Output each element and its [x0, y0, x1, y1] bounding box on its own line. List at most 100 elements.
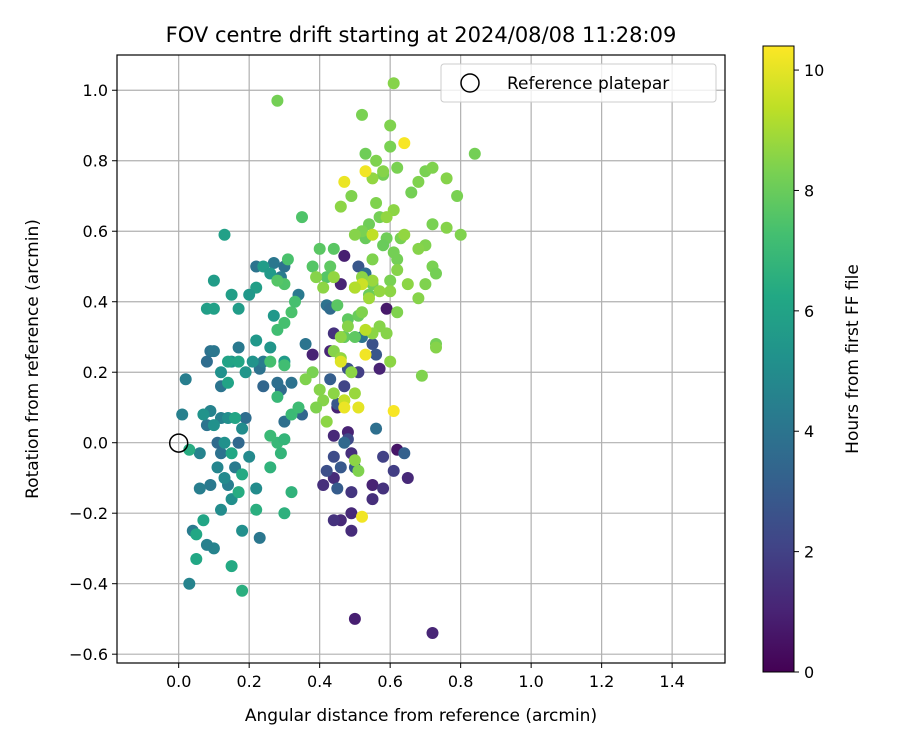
colorbar-tick-label: 10 [804, 61, 824, 80]
data-point [232, 341, 245, 354]
data-point [296, 211, 308, 224]
data-point [324, 260, 337, 273]
data-point [391, 161, 404, 174]
colorbar-tick-label: 8 [804, 181, 814, 200]
data-point [285, 376, 298, 389]
colorbar-ticks: 0 2 4 6 8 10 [794, 61, 824, 682]
data-point [334, 200, 347, 213]
colorbar: 0 2 4 6 8 10 Hours from first FF file [762, 45, 863, 682]
data-point [218, 472, 231, 484]
reference-platepar-marker [168, 433, 189, 453]
legend: Reference platepar [440, 63, 717, 103]
data-point [193, 482, 206, 495]
data-point [419, 278, 432, 291]
colorbar-tick-label: 0 [804, 663, 814, 682]
data-point [243, 288, 256, 301]
data-point [391, 264, 404, 276]
data-point [317, 479, 330, 491]
data-point [211, 461, 224, 474]
data-point [250, 482, 263, 495]
data-point [366, 493, 379, 506]
data-point [327, 271, 340, 284]
data-point [313, 383, 326, 396]
data-point [366, 338, 379, 350]
data-point [426, 218, 439, 231]
legend-marker-icon [460, 73, 480, 93]
data-point [200, 355, 213, 368]
data-point [193, 447, 206, 460]
x-axis-label: Angular distance from reference (arcmin) [245, 706, 597, 726]
data-point [345, 524, 358, 537]
data-point [412, 292, 425, 305]
data-point [415, 369, 428, 382]
data-point [285, 306, 298, 319]
data-point [338, 436, 351, 449]
y-tick-label: 0.2 [83, 363, 108, 382]
data-point [200, 538, 213, 551]
x-tick-label: 0.6 [377, 672, 402, 691]
y-tick-label: 0.4 [83, 293, 108, 312]
y-axis-label: Rotation from reference (arcmin) [23, 219, 43, 499]
x-axis-ticks: 0.0 0.2 0.4 0.6 0.8 1.0 1.2 1.4 [166, 663, 685, 691]
data-point [401, 472, 414, 484]
data-point [405, 186, 418, 199]
data-point [246, 355, 259, 368]
data-point [398, 228, 411, 241]
data-point [271, 94, 284, 107]
data-point [412, 242, 425, 255]
data-point [348, 331, 361, 343]
data-point [250, 334, 263, 347]
data-point [281, 253, 294, 266]
data-point [215, 447, 227, 460]
data-point [215, 366, 227, 379]
data-point [299, 373, 312, 386]
data-point [250, 503, 263, 516]
chart-title: FOV centre drift starting at 2024/08/08 … [166, 23, 677, 47]
data-point [341, 320, 354, 333]
data-point [391, 306, 404, 319]
data-point [278, 316, 291, 329]
data-point [440, 172, 453, 185]
data-point [218, 228, 231, 241]
data-point [352, 464, 365, 477]
data-point [176, 408, 189, 421]
y-axis-ticks: −0.6 −0.4 −0.2 0.0 0.2 0.4 0.6 0.8 1.0 [69, 81, 117, 664]
colorbar-frame [762, 45, 795, 673]
data-point [207, 345, 220, 358]
y-tick-label: 1.0 [83, 81, 108, 100]
x-tick-label: 1.2 [589, 672, 614, 691]
data-point [334, 355, 347, 368]
data-point [338, 175, 351, 188]
data-point [236, 584, 249, 597]
data-point [271, 390, 284, 403]
data-point [289, 295, 301, 308]
data-point [264, 429, 277, 442]
data-point [190, 528, 203, 541]
data-point [384, 355, 397, 368]
data-point [352, 401, 365, 414]
data-point [222, 376, 234, 389]
data-point [377, 450, 390, 463]
data-point [264, 355, 277, 368]
data-point [430, 267, 442, 280]
data-point [236, 524, 249, 537]
data-point [377, 482, 390, 495]
data-point [207, 419, 220, 432]
data-point [232, 355, 245, 368]
data-point [299, 338, 312, 350]
data-point [391, 253, 404, 266]
x-tick-label: 0.2 [236, 672, 261, 691]
data-point [334, 461, 347, 474]
x-tick-label: 1.4 [659, 672, 684, 691]
x-tick-label: 1.0 [518, 672, 543, 691]
data-point [387, 77, 400, 90]
x-tick-label: 0.8 [448, 672, 473, 691]
data-point [338, 380, 351, 393]
data-point [366, 479, 379, 491]
data-point [370, 154, 383, 167]
data-point [232, 436, 245, 449]
data-point [430, 341, 442, 354]
data-point [179, 373, 192, 386]
data-point [331, 299, 344, 312]
colorbar-label: Hours from first FF file [843, 264, 863, 454]
